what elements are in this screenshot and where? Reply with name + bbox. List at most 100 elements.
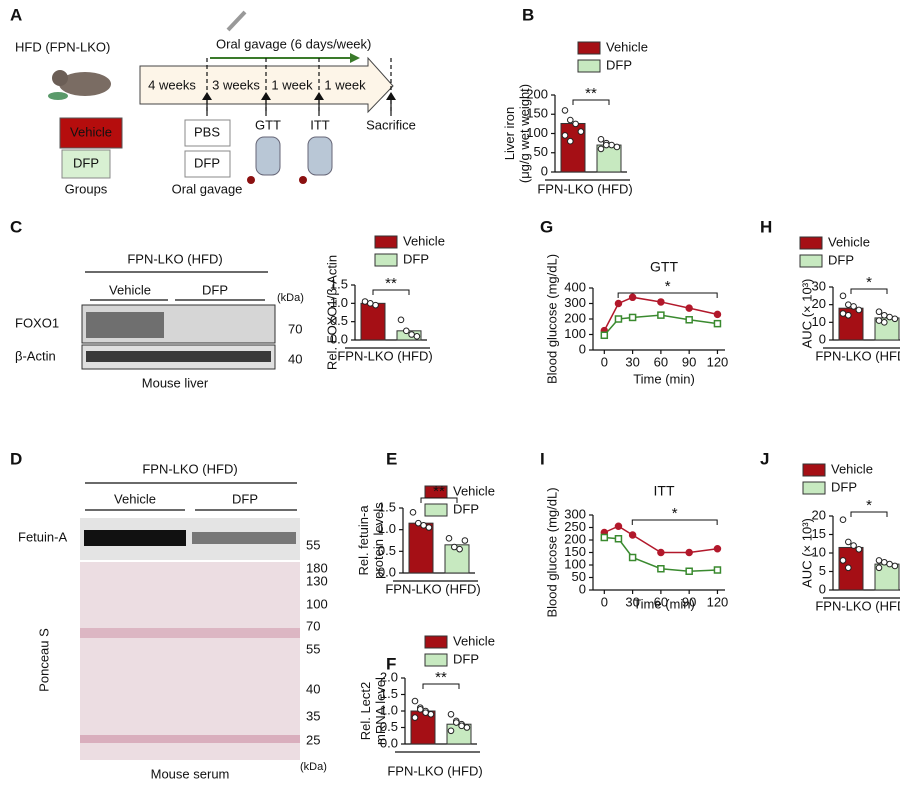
- data-point: [886, 313, 893, 321]
- marker: 130: [306, 573, 328, 588]
- data-point: [845, 301, 852, 308]
- y-axis-label: Blood glucose (mg/dL): [544, 254, 559, 384]
- legend-swatch: [577, 59, 601, 73]
- y-tick-label: 250: [564, 519, 586, 534]
- data-point: [447, 727, 455, 735]
- y-tick-label: 20: [812, 296, 826, 311]
- marker: 100: [306, 596, 328, 611]
- x-axis-label: FPN-LKO (HFD): [385, 581, 480, 596]
- data-point: [875, 564, 883, 572]
- data-point: [875, 308, 883, 316]
- data-point: [685, 567, 693, 575]
- legend-swatch: [802, 463, 826, 477]
- data-point: [881, 319, 888, 326]
- data-point: [839, 292, 847, 300]
- y-tick-label: 0: [579, 581, 586, 596]
- group: DFP: [73, 155, 99, 170]
- chart-title: GTT: [650, 259, 678, 275]
- bar: [444, 544, 470, 574]
- panel-c-blot: FPN-LKO (HFD) Vehicle DFP (kDa) FOXO1 70…: [15, 251, 304, 390]
- blood-drop: [247, 176, 255, 184]
- legend-swatch: [424, 653, 448, 667]
- mouse-icon: [59, 72, 111, 96]
- data-point: [361, 298, 369, 305]
- panel-label: J: [760, 449, 769, 468]
- y-tick-label: 150: [526, 106, 548, 121]
- y-axis-label: Blood glucose (mg/dL): [544, 487, 559, 617]
- y-axis-label: AUC (× 10³): [799, 518, 814, 588]
- significance: *: [866, 274, 872, 291]
- data-point: [839, 516, 847, 524]
- group: Vehicle: [114, 491, 156, 506]
- tissue: Mouse serum: [151, 766, 230, 781]
- legend-swatch: [799, 236, 823, 250]
- time-arrows: [202, 92, 396, 116]
- data-point: [561, 132, 569, 139]
- protein: FOXO1: [15, 315, 59, 330]
- data-point: [608, 141, 615, 149]
- data-point: [463, 724, 471, 731]
- x-tick-label: 60: [654, 354, 668, 369]
- data-point: [845, 564, 852, 572]
- model: FPN-LKO (HFD): [127, 251, 222, 266]
- data-point: [372, 301, 379, 309]
- data-point: [425, 524, 433, 531]
- legend-label: DFP: [453, 501, 479, 516]
- unit: (kDa): [277, 292, 304, 304]
- arrow-head: [350, 53, 360, 63]
- group: Vehicle: [109, 282, 151, 297]
- y-axis-label: Rel. Lect2: [358, 682, 373, 741]
- data-point: [657, 548, 665, 557]
- significance-bracket: [631, 519, 718, 525]
- data-point: [567, 137, 574, 145]
- unit: (kDa): [300, 761, 327, 773]
- data-point: [881, 311, 888, 319]
- data-point: [614, 315, 623, 323]
- data-point: [613, 143, 621, 151]
- data-point: [875, 317, 883, 324]
- legend-label: Vehicle: [453, 483, 495, 498]
- x-axis-label: FPN-LKO (HFD): [387, 763, 482, 778]
- data-point: [427, 711, 435, 718]
- period: 1 week: [271, 77, 313, 92]
- y-tick-label: 150: [564, 544, 586, 559]
- y-axis-label: Rel. FOXO1/β-Actin: [324, 255, 339, 370]
- data-point: [855, 546, 863, 553]
- series-line: [603, 296, 718, 331]
- treatment: DFP: [194, 155, 220, 170]
- y-tick-label: 100: [526, 125, 548, 140]
- y-tick-label: 0.5: [380, 719, 398, 734]
- data-point: [685, 548, 693, 557]
- meter-icon: [255, 136, 281, 176]
- legend-label: DFP: [606, 57, 632, 72]
- period: 1 week: [324, 77, 366, 92]
- ponceau: [80, 562, 300, 760]
- data-point: [614, 535, 623, 543]
- y-tick-label: 10: [812, 314, 826, 329]
- data-point: [597, 135, 605, 143]
- y-tick-label: 1.5: [380, 686, 398, 701]
- significance: *: [665, 278, 671, 295]
- data-point: [614, 522, 623, 530]
- panel-label: B: [522, 5, 534, 24]
- legend-label: DFP: [828, 252, 854, 267]
- data-point: [458, 722, 465, 730]
- data-point: [597, 145, 605, 153]
- data-point: [600, 331, 609, 340]
- data-point: [685, 304, 693, 312]
- data-point: [422, 709, 429, 716]
- panel-label: C: [10, 217, 22, 236]
- panel-label: I: [540, 449, 545, 468]
- y-tick-label: 1.0: [380, 702, 398, 717]
- y-tick-label: 50: [534, 144, 548, 159]
- tissue: Mouse liver: [142, 375, 209, 390]
- data-point: [886, 560, 893, 568]
- y-tick-label: 200: [564, 531, 586, 546]
- data-point: [603, 141, 610, 149]
- y-axis-label: (μg/g wet weight): [517, 84, 532, 183]
- protein: Fetuin-A: [18, 529, 67, 544]
- y-tick-label: 0.5: [330, 313, 348, 328]
- panel-d-blot: FPN-LKO (HFD) Vehicle DFP Fetuin-A 55 Po…: [18, 461, 328, 781]
- legend-swatch: [374, 235, 398, 249]
